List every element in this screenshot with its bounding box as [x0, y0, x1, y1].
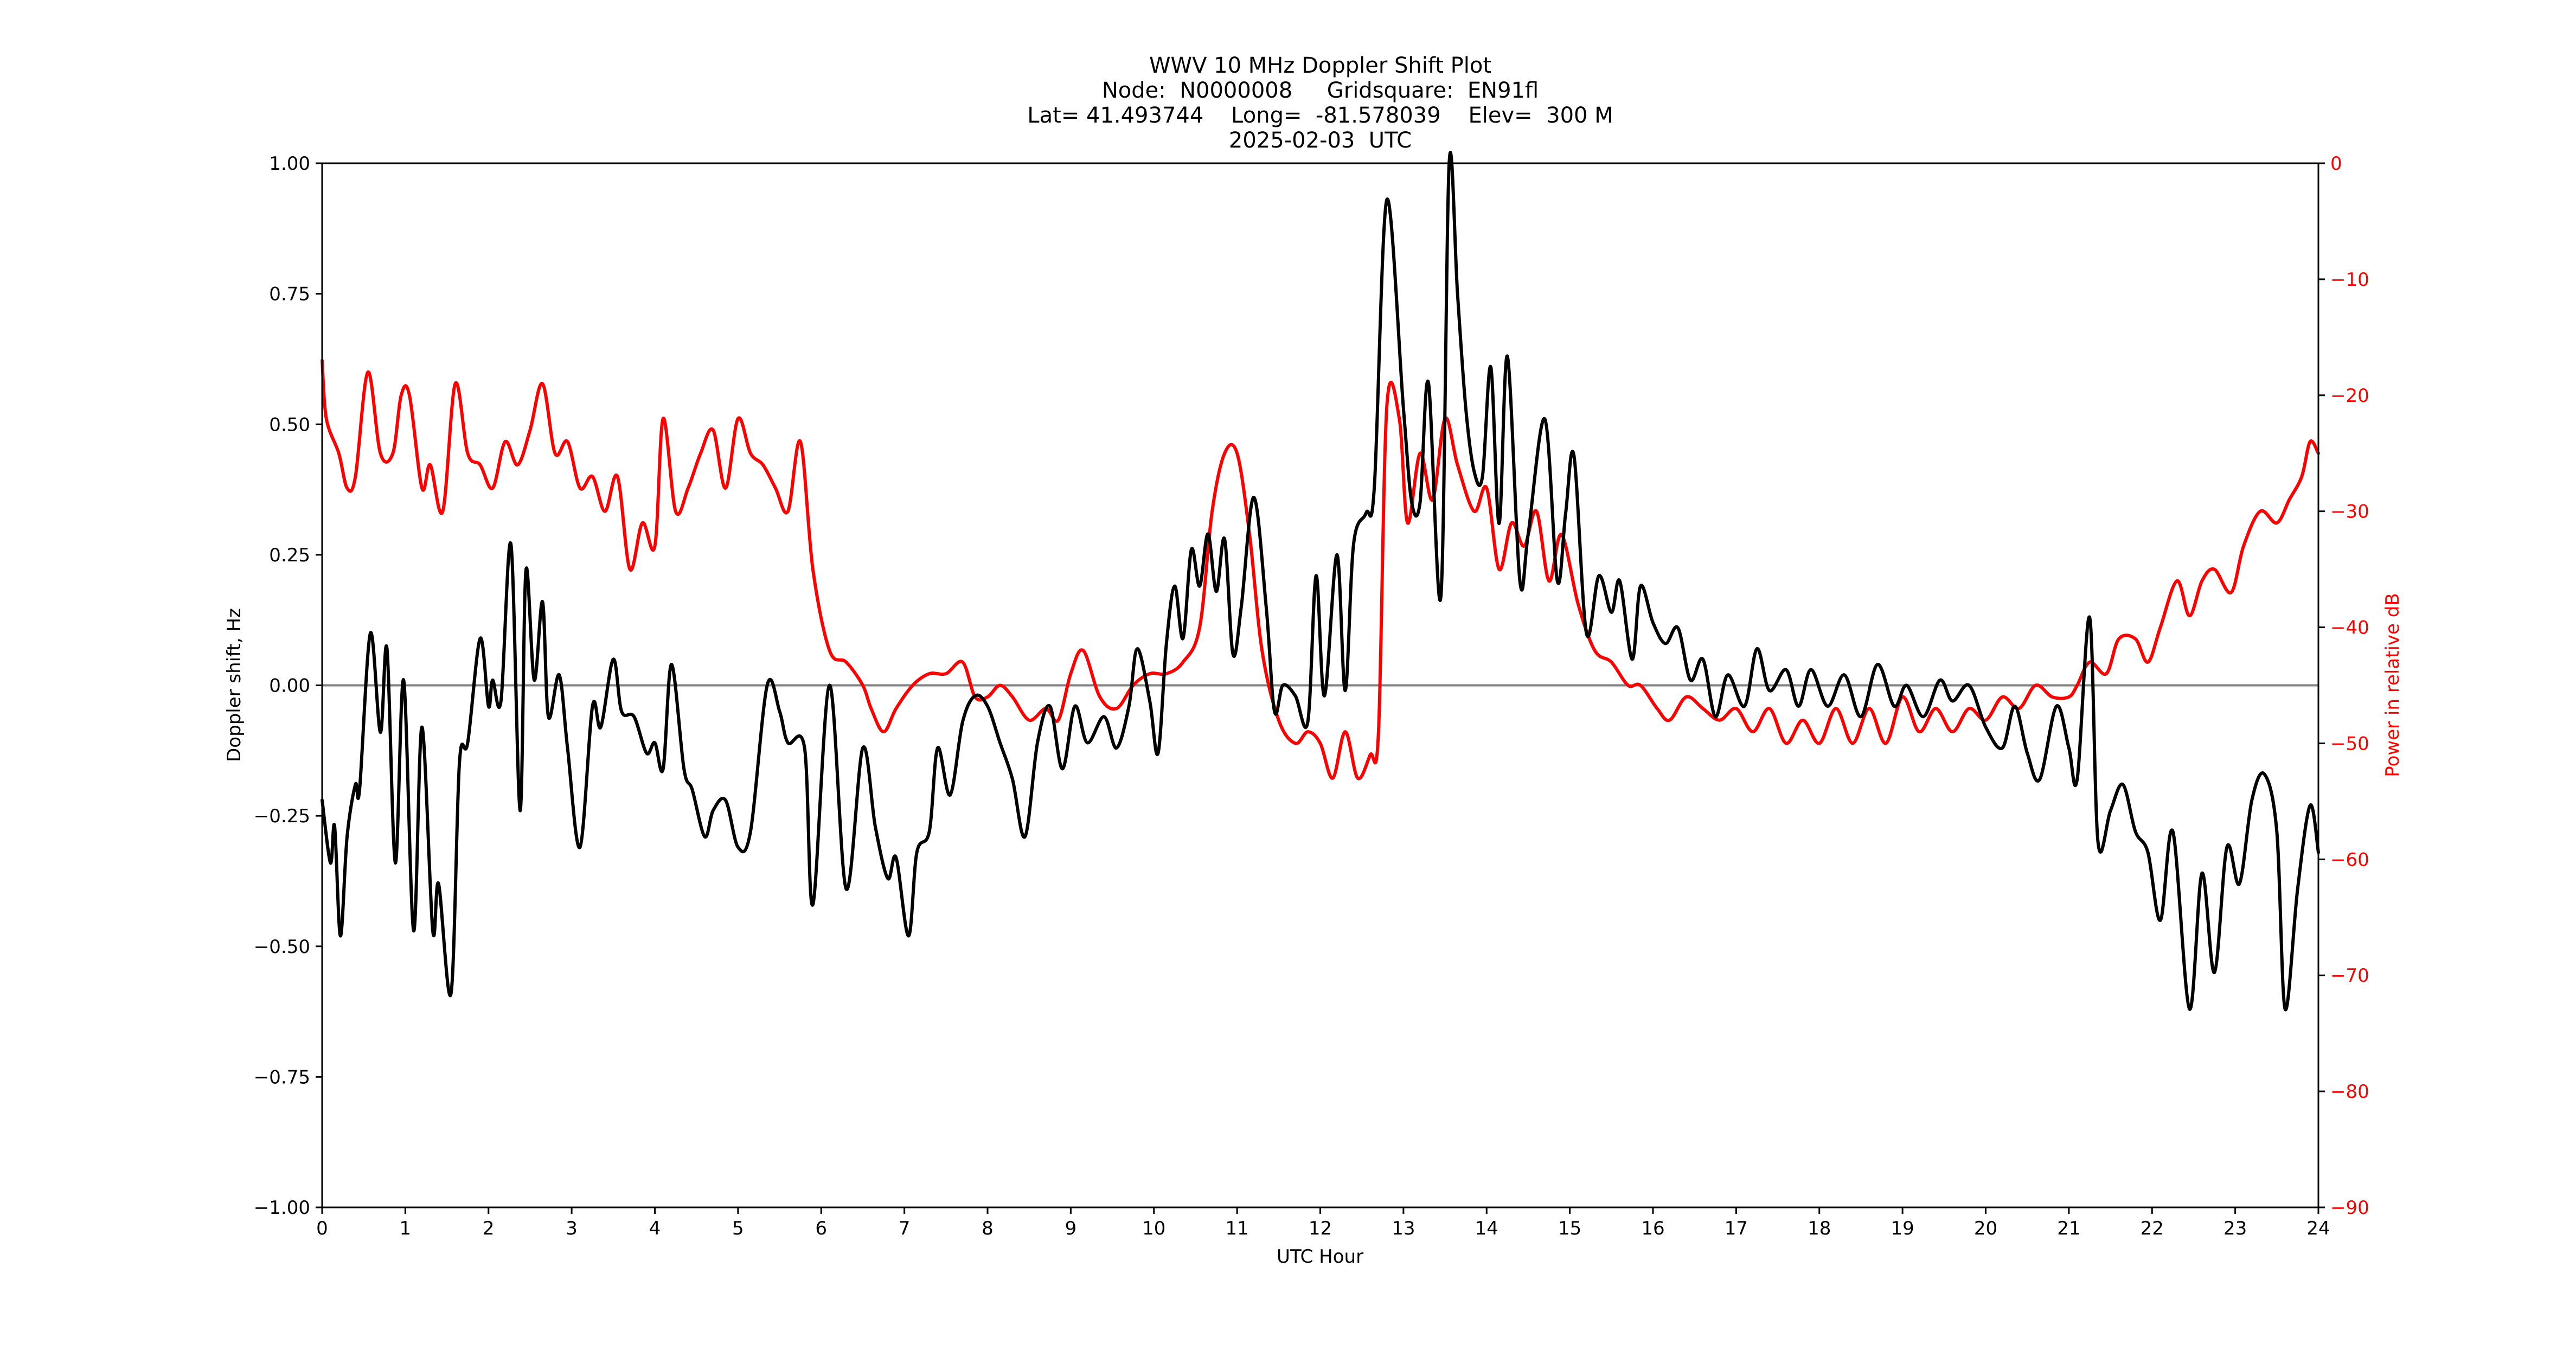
- x-tick-label: 19: [1891, 1218, 1914, 1239]
- right-y-tick-label: −10: [2330, 269, 2369, 291]
- x-axis-ticks: 0 1 2 3 4 5 6 7 8 9 10 11 12 13 14 15 16 17 18 19 20 21 22 23 24: [316, 1207, 2330, 1239]
- right-y-tick-label: −20: [2330, 385, 2369, 407]
- left-y-tick-label: 0.75: [269, 284, 310, 305]
- x-tick-label: 22: [2141, 1218, 2164, 1239]
- x-tick-label: 5: [732, 1218, 744, 1239]
- plot-series: [321, 151, 2320, 1012]
- x-tick-label: 10: [1142, 1218, 1165, 1239]
- right-y-tick-label: −70: [2330, 965, 2369, 987]
- left-y-tick-label: 1.00: [269, 153, 310, 175]
- left-y-tick-label: −0.50: [254, 936, 310, 958]
- right-y-tick-label: −50: [2330, 733, 2369, 754]
- right-y-tick-label: −90: [2330, 1197, 2369, 1219]
- right-y-axis-ticks: 0 −10 −20 −30 −40 −50 −60 −70 −80 −90: [2318, 153, 2369, 1219]
- x-tick-label: 24: [2306, 1218, 2330, 1239]
- x-tick-label: 9: [1065, 1218, 1077, 1239]
- power-series-line: [321, 359, 2320, 781]
- right-y-tick-label: −80: [2330, 1081, 2369, 1103]
- right-y-tick-label: −60: [2330, 849, 2369, 871]
- x-tick-label: 14: [1475, 1218, 1498, 1239]
- x-tick-label: 2: [483, 1218, 495, 1239]
- chart-subtitle-date: 2025-02-03 UTC: [1228, 128, 1412, 153]
- x-tick-label: 23: [2223, 1218, 2247, 1239]
- x-tick-label: 7: [899, 1218, 911, 1239]
- doppler-series-line: [321, 151, 2320, 1012]
- x-tick-label: 11: [1225, 1218, 1248, 1239]
- left-y-tick-label: 0.25: [269, 545, 310, 566]
- x-tick-label: 20: [1974, 1218, 1997, 1239]
- left-y-tick-label: −0.75: [254, 1066, 310, 1088]
- right-y-tick-label: −30: [2330, 501, 2369, 523]
- x-tick-label: 6: [815, 1218, 827, 1239]
- left-y-tick-label: −0.25: [254, 805, 310, 827]
- x-tick-label: 13: [1392, 1218, 1415, 1239]
- right-y-axis-label: Power in relative dB: [2382, 593, 2404, 777]
- x-tick-label: 21: [2057, 1218, 2080, 1239]
- x-tick-label: 3: [566, 1218, 578, 1239]
- x-axis-label: UTC Hour: [1277, 1246, 1363, 1268]
- chart-subtitle-location: Lat= 41.493744 Long= -81.578039 Elev= 30…: [1027, 103, 1613, 128]
- right-y-tick-label: −40: [2330, 617, 2369, 639]
- x-tick-label: 0: [316, 1218, 328, 1239]
- x-tick-label: 16: [1641, 1218, 1664, 1239]
- left-y-tick-label: 0.00: [269, 675, 310, 697]
- x-tick-label: 18: [1808, 1218, 1831, 1239]
- x-tick-label: 17: [1725, 1218, 1748, 1239]
- x-tick-label: 8: [982, 1218, 994, 1239]
- left-y-axis-ticks: 1.00 0.75 0.50 0.25 0.00 −0.25 −0.50 −0.75 −1.00: [254, 153, 322, 1219]
- left-y-tick-label: −1.00: [254, 1197, 310, 1219]
- left-y-tick-label: 0.50: [269, 414, 310, 436]
- chart-title: WWV 10 MHz Doppler Shift Plot: [1149, 53, 1492, 78]
- x-tick-label: 4: [649, 1218, 661, 1239]
- x-tick-label: 1: [400, 1218, 412, 1239]
- right-y-tick-label: 0: [2330, 153, 2342, 175]
- chart-subtitle-node: Node: N0000008 Gridsquare: EN91fl: [1101, 78, 1539, 103]
- x-tick-label: 15: [1558, 1218, 1581, 1239]
- left-y-axis-label: Doppler shift, Hz: [223, 608, 245, 762]
- x-tick-label: 12: [1309, 1218, 1332, 1239]
